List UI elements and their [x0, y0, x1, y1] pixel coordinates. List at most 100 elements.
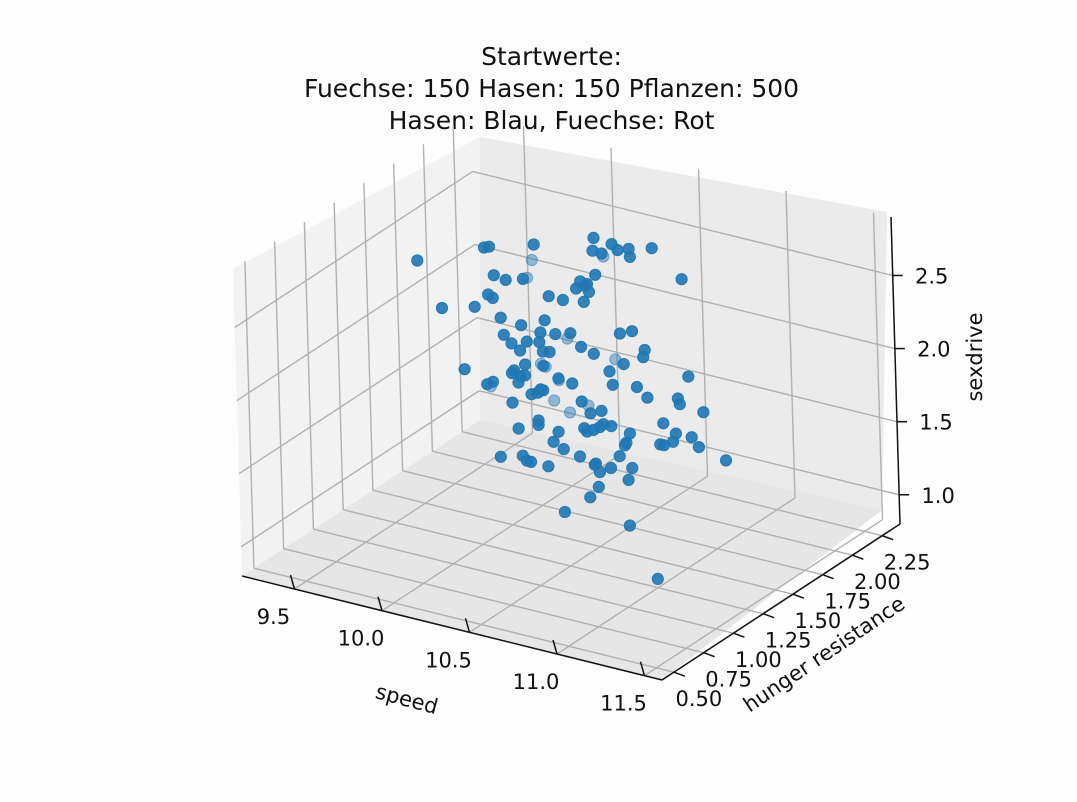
scatter-point: [630, 380, 644, 394]
scatter-point: [527, 238, 540, 251]
scatter-point: [685, 431, 698, 444]
pane-left: [233, 137, 480, 576]
scatter-point: [499, 273, 512, 286]
x-tick-label: 11.0: [513, 670, 560, 694]
x-axis-label: speed: [373, 679, 441, 719]
scatter-point: [573, 450, 587, 463]
z-tick-label: 1.0: [921, 484, 954, 508]
gridline-x: [872, 212, 884, 520]
scatter-point: [505, 337, 518, 350]
scatter-point: [582, 285, 596, 298]
scatter-point: [682, 370, 695, 383]
scatter-point: [637, 351, 650, 364]
y-tick-label: 1.50: [795, 609, 842, 633]
scatter-point: [516, 449, 529, 462]
scatter-point: [673, 398, 686, 411]
scatter-point: [538, 314, 551, 327]
scatter-point: [719, 454, 733, 467]
gridline-z: [236, 243, 476, 402]
scatter-point: [435, 301, 449, 315]
x-tick-label: 9.5: [257, 605, 290, 629]
scatter-point: [547, 435, 560, 448]
scatter-point: [512, 422, 525, 435]
scatter-point: [575, 395, 588, 408]
scatter-point: [487, 269, 500, 282]
y-axis-line: [661, 523, 901, 681]
scatter-point: [692, 441, 706, 454]
gridline-z: [472, 170, 893, 277]
chart-title-line-2: Fuechse: 150 Hasen: 150 Pflanzen: 500: [303, 74, 800, 103]
x-tick-mark: [289, 574, 296, 590]
scatter-point: [563, 406, 577, 419]
x-tick-mark: [464, 618, 471, 633]
y-tick-label: 0.50: [676, 687, 723, 711]
x-tick-mark: [639, 661, 646, 676]
scatter-point: [645, 242, 658, 255]
scatter-point: [564, 327, 577, 340]
gridline-y: [402, 470, 823, 576]
z-tick-label: 2.0: [917, 338, 950, 362]
scatter-point: [549, 328, 562, 341]
scatter-point: [516, 272, 530, 285]
gridline-y: [422, 144, 434, 452]
gridline-z: [240, 390, 480, 548]
gridline-y: [313, 528, 734, 634]
scatter-point: [556, 293, 570, 307]
scatter-point: [593, 421, 606, 434]
gridline-y: [363, 183, 374, 491]
z-axis-label: sexdrive: [963, 312, 987, 401]
gridline-x: [644, 519, 883, 677]
gridline-x: [610, 147, 621, 455]
scatter-point: [622, 473, 635, 486]
y-tick-mark: [792, 593, 805, 599]
gridline-y: [303, 222, 315, 530]
y-tick-label: 0.75: [705, 668, 752, 692]
y-tick-label: 1.75: [824, 590, 871, 614]
x-tick-label: 10.5: [425, 648, 472, 672]
scatter-point: [566, 377, 579, 390]
chart-title-line-3: Hasen: Blau, Fuechse: Rot: [388, 106, 715, 135]
scatter-point: [651, 572, 664, 586]
scatter-point: [525, 253, 538, 267]
y-tick-mark: [822, 573, 834, 580]
gridline-x: [469, 475, 708, 633]
scatter-point: [669, 427, 683, 440]
scatter-point: [481, 378, 494, 391]
scatter-point: [536, 345, 550, 358]
scatter-point: [494, 450, 507, 463]
scatter-point: [514, 370, 527, 383]
gridline-z: [474, 243, 896, 350]
scatter-point: [613, 327, 627, 340]
scatter-point: [593, 466, 607, 479]
scatter-point: [626, 461, 639, 475]
scatter-point: [519, 358, 532, 371]
x-tick-label: 10.0: [338, 627, 385, 651]
gridline-y: [452, 124, 463, 432]
scatter-point: [548, 394, 561, 407]
scatter-point: [497, 328, 510, 341]
scatter-point: [575, 340, 588, 353]
scatter-point: [605, 238, 618, 251]
scatter-point: [468, 300, 481, 313]
y-tick-mark: [852, 554, 864, 560]
scatter-point: [494, 311, 507, 324]
y-tick-mark: [881, 534, 894, 541]
gridline-y: [461, 431, 883, 537]
gridline-y: [372, 489, 794, 595]
z-axis-line: [890, 216, 901, 525]
x-axis-line: [241, 575, 663, 681]
scatter-point: [623, 250, 637, 263]
scatter-point: [514, 344, 527, 357]
gridline-z: [234, 170, 474, 329]
scatter-point: [657, 417, 670, 430]
y-tick-label: 1.25: [765, 629, 812, 653]
gridline-z: [238, 317, 478, 475]
x-tick-mark: [552, 639, 558, 655]
y-tick-mark: [733, 632, 745, 638]
scatter-point: [697, 406, 710, 419]
z-tick-label: 1.5: [919, 411, 952, 435]
scatter-point: [577, 295, 590, 308]
scatter-point: [595, 404, 608, 417]
gridline-x: [697, 169, 709, 477]
